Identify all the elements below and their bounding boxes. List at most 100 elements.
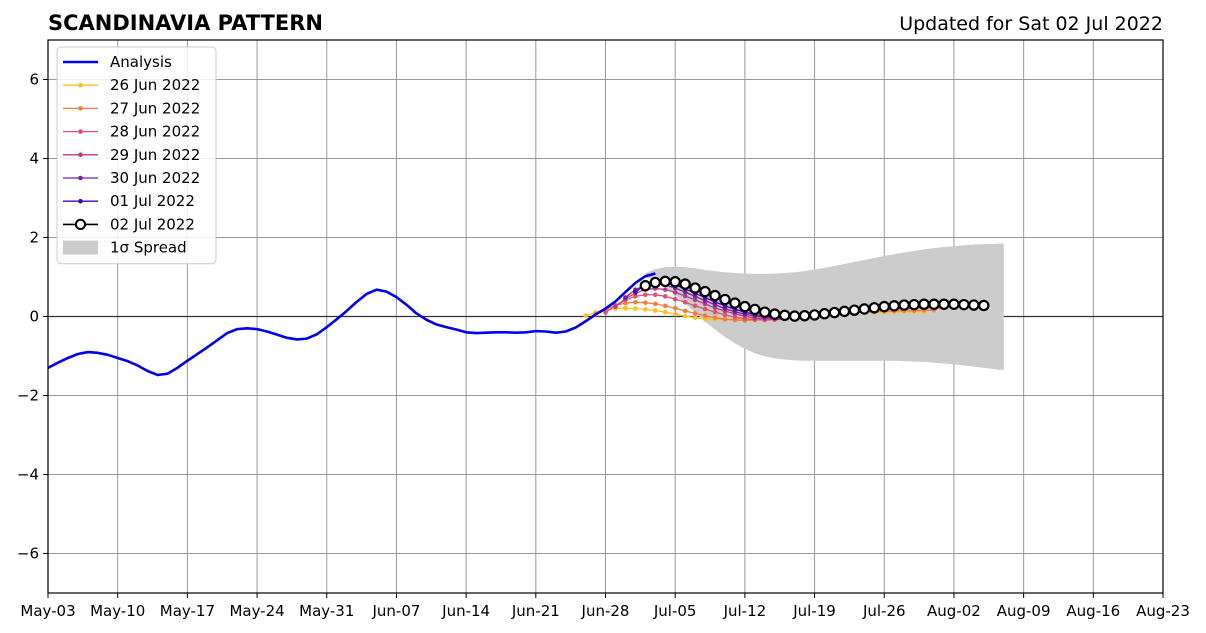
forecast-point [633, 299, 638, 305]
forecast-point [709, 289, 721, 302]
forecast-point [702, 313, 708, 319]
forecast-point [652, 308, 658, 313]
legend-label: 29 Jun 2022 [110, 146, 200, 164]
forecast-point [722, 312, 728, 318]
forecast-point [639, 279, 652, 292]
forecast-point [692, 315, 698, 320]
forecast-point [633, 306, 638, 311]
forecast-point [778, 309, 791, 322]
legend-swatch-spread [63, 240, 98, 255]
legend: Analysis 26 Jun 2022 27 Jun 2022 28 Jun 202… [56, 46, 217, 265]
forecast-point [643, 307, 648, 312]
forecast-point [652, 301, 658, 307]
legend-label: 02 Jul 2022 [110, 215, 195, 233]
legend-label: 26 Jun 2022 [110, 76, 200, 94]
y-tick-label: 6 [29, 71, 39, 89]
x-tick-label: Jul-19 [792, 602, 836, 620]
x-tick-label: Aug-02 [927, 602, 981, 620]
forecast-point [672, 296, 678, 302]
x-tick-label: May-03 [20, 602, 75, 620]
forecast-point [712, 309, 718, 315]
forecast-point [798, 310, 811, 322]
forecast-point [888, 300, 900, 312]
legend-label-spread: 1σ Spread [110, 239, 187, 257]
forecast-point [702, 306, 708, 312]
x-tick-label: May-10 [90, 602, 145, 620]
forecast-point [712, 315, 718, 320]
legend-marker [74, 218, 87, 230]
forecast-point [643, 292, 648, 298]
legend-marker [78, 129, 83, 134]
forecast-point [672, 290, 678, 295]
forecast-point [613, 304, 618, 309]
forecast-point [662, 309, 668, 315]
forecast-point [918, 298, 930, 310]
x-tick-label: Jul-05 [653, 602, 697, 620]
forecast-point [633, 289, 638, 295]
legend-box [56, 46, 217, 265]
forecast-point [808, 309, 821, 321]
forecast-point [739, 300, 751, 313]
forecast-point [818, 308, 831, 320]
forecast-point [722, 316, 728, 322]
x-tick-label: Jul-12 [723, 602, 767, 620]
legend-marker [78, 152, 83, 158]
forecast-point [689, 282, 701, 294]
forecast-point [649, 276, 661, 289]
x-tick-label: Aug-16 [1066, 602, 1120, 620]
forecast-point [623, 305, 628, 311]
x-tick-label: Aug-23 [1136, 602, 1190, 620]
forecast-point [868, 302, 880, 314]
legend-marker [78, 175, 83, 181]
x-tick-label: Jun-07 [371, 602, 420, 620]
x-tick-label: May-31 [299, 602, 354, 620]
forecast-point [898, 299, 910, 311]
forecast-point [652, 292, 658, 298]
forecast-point [699, 285, 711, 298]
forecast-point [662, 294, 668, 299]
forecast-point [643, 300, 648, 305]
forecast-point [938, 298, 950, 310]
forecast-point [968, 299, 980, 311]
forecast-point [672, 311, 678, 317]
forecast-point [682, 313, 688, 319]
analysis-line [48, 272, 656, 377]
x-tick-label: Jul-26 [862, 602, 906, 620]
forecast-point [878, 300, 890, 313]
forecast-point [669, 276, 681, 288]
forecast-point [838, 305, 851, 318]
legend-marker [78, 198, 83, 204]
forecast-point [719, 293, 731, 306]
x-tick-label: May-17 [160, 602, 215, 620]
legend-label: 27 Jun 2022 [110, 99, 200, 117]
forecast-point [623, 295, 628, 300]
forecast-point [759, 306, 771, 318]
series-layer [48, 243, 1004, 377]
y-tick-label: 0 [29, 308, 39, 326]
y-tick-label: 4 [29, 150, 39, 168]
y-tick-label: −2 [17, 387, 39, 405]
forecast-point [978, 299, 990, 312]
legend-label: 30 Jun 2022 [110, 169, 200, 187]
x-tick-label: Aug-09 [997, 602, 1051, 620]
forecast-point [662, 287, 668, 292]
legend-label: 01 Jul 2022 [110, 192, 195, 210]
x-tick-label: Jun-21 [511, 602, 560, 620]
forecast-point [848, 304, 861, 316]
forecast-point [692, 303, 698, 309]
forecast-point [682, 299, 688, 305]
forecast-point [583, 313, 588, 319]
forecast-point [769, 308, 781, 320]
forecast-point [662, 303, 668, 309]
forecast-point [692, 311, 698, 316]
x-tick-label: Jun-14 [441, 602, 490, 620]
forecast-point [749, 303, 761, 316]
forecast-point [729, 297, 741, 309]
legend-marker [78, 82, 83, 88]
forecast-point [603, 310, 608, 315]
forecast-point [679, 278, 691, 290]
forecast-point [828, 306, 841, 319]
legend-label-analysis: Analysis [110, 53, 172, 71]
chart-subtitle: Updated for Sat 02 Jul 2022 [899, 13, 1163, 35]
